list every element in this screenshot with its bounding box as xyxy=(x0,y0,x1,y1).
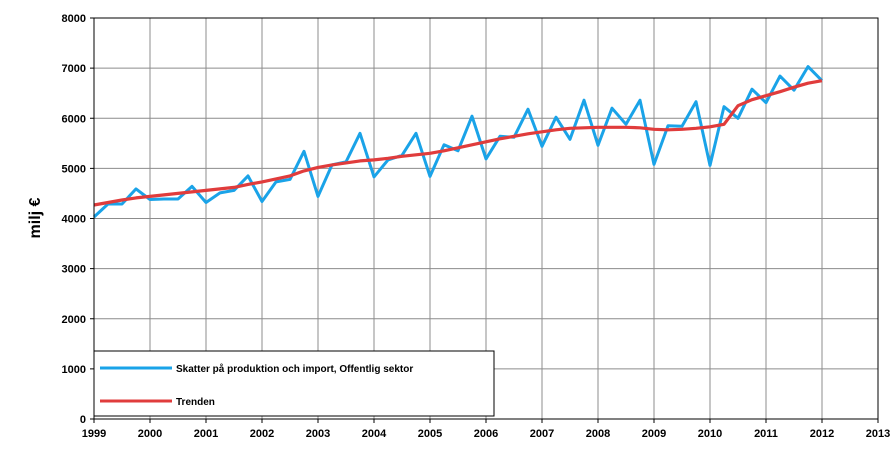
x-tick-label: 2001 xyxy=(194,428,218,440)
x-tick-label: 2002 xyxy=(250,428,274,440)
x-tick-label: 2006 xyxy=(474,428,498,440)
series-line-tax xyxy=(92,65,824,219)
y-tick-label: 7000 xyxy=(62,63,86,75)
x-tick-label: 2000 xyxy=(138,428,162,440)
y-tick-label: 1000 xyxy=(62,364,86,376)
y-tick-label: 2000 xyxy=(62,314,86,326)
x-tick-label: 1999 xyxy=(82,428,106,440)
legend: Skatter på produktion och import, Offent… xyxy=(93,350,495,417)
x-tick-label: 2013 xyxy=(866,428,890,440)
x-tick-label: 2012 xyxy=(810,428,834,440)
legend-label-series: Skatter på produktion och import, Offent… xyxy=(176,363,413,375)
x-tick-label: 2003 xyxy=(306,428,330,440)
y-tick-label: 3000 xyxy=(62,264,86,276)
series-line-trend xyxy=(93,79,823,207)
y-tick-label: 6000 xyxy=(62,113,86,125)
y-axis-label: milj € xyxy=(27,197,44,238)
legend-label-trend: Trenden xyxy=(176,397,215,408)
x-tick-label: 2008 xyxy=(586,428,610,440)
y-axis: 0 1000 2000 3000 4000 5000 6000 7000 8000 xyxy=(62,13,94,426)
x-axis: 1999 2000 2001 2002 2003 2004 2005 2006 2007 2008… xyxy=(82,419,890,440)
x-tick-label: 2004 xyxy=(362,428,387,440)
y-tick-label: 5000 xyxy=(62,163,86,175)
series-lines xyxy=(92,65,824,219)
x-tick-label: 2007 xyxy=(530,428,554,440)
x-tick-label: 2010 xyxy=(698,428,722,440)
x-tick-label: 2005 xyxy=(418,428,442,440)
legend-box xyxy=(93,350,495,417)
x-tick-label: 2009 xyxy=(642,428,666,440)
y-tick-label: 4000 xyxy=(62,214,86,226)
x-tick-label: 2011 xyxy=(754,428,778,440)
plot-frame xyxy=(93,17,879,420)
y-tick-label: 0 xyxy=(80,414,86,426)
y-tick-label: 8000 xyxy=(62,13,86,25)
